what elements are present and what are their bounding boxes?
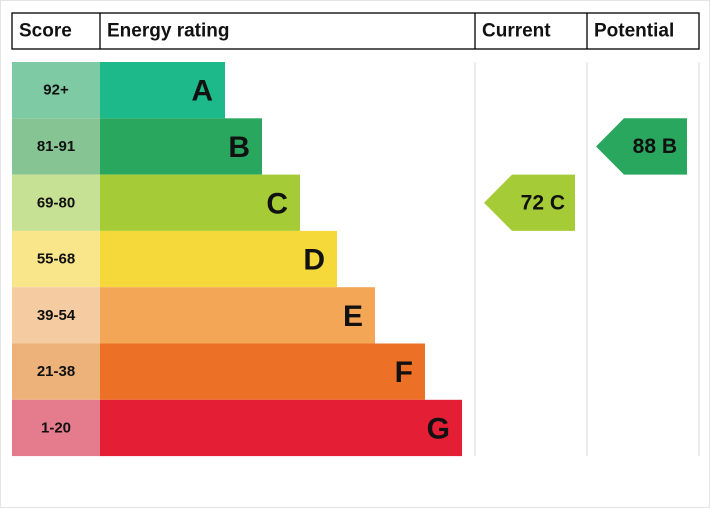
score-cell-e [12,287,100,344]
rating-bar-f [100,343,425,400]
header-score: Score [19,21,72,42]
rating-letter-c: C [266,187,288,220]
score-range-c: 69-80 [37,194,75,211]
rating-bar-b [100,118,262,175]
score-range-f: 21-38 [37,363,75,380]
rating-bar-d [100,230,337,288]
current-rating-arrow [484,174,575,231]
rating-bar-e [100,287,375,344]
header-energy-rating: Energy rating [107,21,229,42]
score-cell-c [12,174,100,231]
rating-letter-g: G [427,412,450,445]
score-range-d: 55-68 [37,251,75,268]
score-cell-g [12,399,100,457]
header-potential: Potential [594,21,674,42]
header-row [11,12,700,50]
rating-bar-g [100,399,462,457]
rating-bar-c [100,174,300,231]
potential-rating-label: 88 B [633,135,677,158]
score-range-b: 81-91 [37,138,75,155]
score-cell-d [12,230,100,288]
rating-bar-a [100,62,225,119]
score-range-e: 39-54 [37,307,76,324]
rating-letter-e: E [343,300,363,333]
current-rating-label: 72 C [521,191,565,214]
score-cell-a [12,62,100,119]
score-cell-f [12,343,100,400]
score-range-a: 92+ [43,82,69,99]
rating-letter-a: A [191,75,213,108]
score-range-g: 1-20 [41,419,71,436]
score-cell-b [12,118,100,175]
potential-rating-arrow [596,118,687,175]
header-current: Current [482,21,551,42]
rating-letter-b: B [228,131,250,164]
rating-letter-d: D [303,244,325,277]
rating-letter-f: F [395,356,413,389]
